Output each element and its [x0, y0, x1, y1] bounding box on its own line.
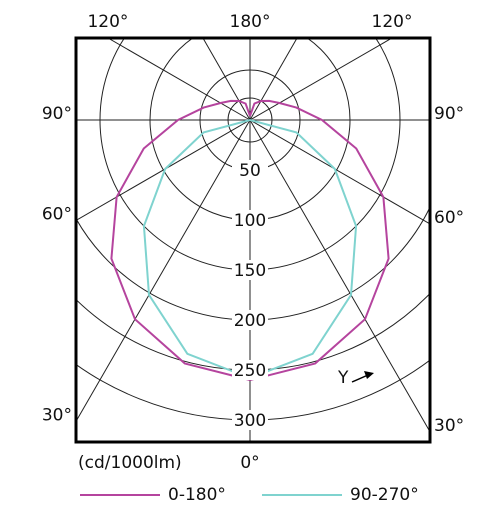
r-tick-label: 100: [234, 211, 266, 231]
r-label-bg: [232, 210, 268, 230]
curves: [110, 99, 390, 381]
radial-line: [76, 119, 251, 221]
r-label-bg: [232, 310, 268, 330]
angle-label: 180°: [230, 12, 271, 32]
r-tick-label: 50: [239, 161, 261, 181]
frame: [74, 36, 432, 444]
r-tick-label: 200: [234, 311, 266, 331]
radial-line: [76, 119, 251, 422]
angle-label: 90°: [42, 104, 72, 124]
arrow: [351, 371, 374, 383]
labels: 0° 30° 30° 60° 60° 90° 90° 120° 120° 180° 50 100 150…: [42, 12, 464, 473]
curve: [249, 119, 358, 379]
legend-label: 0-180°: [168, 485, 226, 505]
angle-label: 0°: [240, 453, 259, 473]
r-label-bg: [232, 360, 268, 380]
angle-label: 30°: [434, 416, 464, 436]
radial-line: [249, 119, 430, 433]
angle-label: 30°: [42, 405, 72, 425]
angle-label: 60°: [42, 204, 72, 224]
legend: 0-180° 90-270°: [80, 485, 419, 505]
r-label-bg: [232, 260, 268, 280]
angle-label: 120°: [87, 12, 128, 32]
curve: [110, 99, 251, 381]
legend-label: 90-270°: [350, 485, 419, 505]
curve: [142, 119, 251, 379]
r-label-bg: [232, 160, 268, 180]
angle-label: 60°: [434, 208, 464, 228]
r-label-bg: [232, 410, 268, 430]
unit-label: (cd/1000lm): [78, 453, 182, 473]
radial-line: [107, 38, 251, 121]
r-tick-label: 300: [234, 411, 266, 431]
radial-line: [249, 119, 430, 225]
radial-line: [249, 38, 393, 121]
curve: [249, 99, 390, 381]
r-tick-label: 150: [234, 261, 266, 281]
r-tick-label: 250: [234, 361, 266, 381]
angle-label: 90°: [434, 104, 464, 124]
annotation: Y: [337, 368, 349, 388]
angle-label: 120°: [372, 12, 413, 32]
